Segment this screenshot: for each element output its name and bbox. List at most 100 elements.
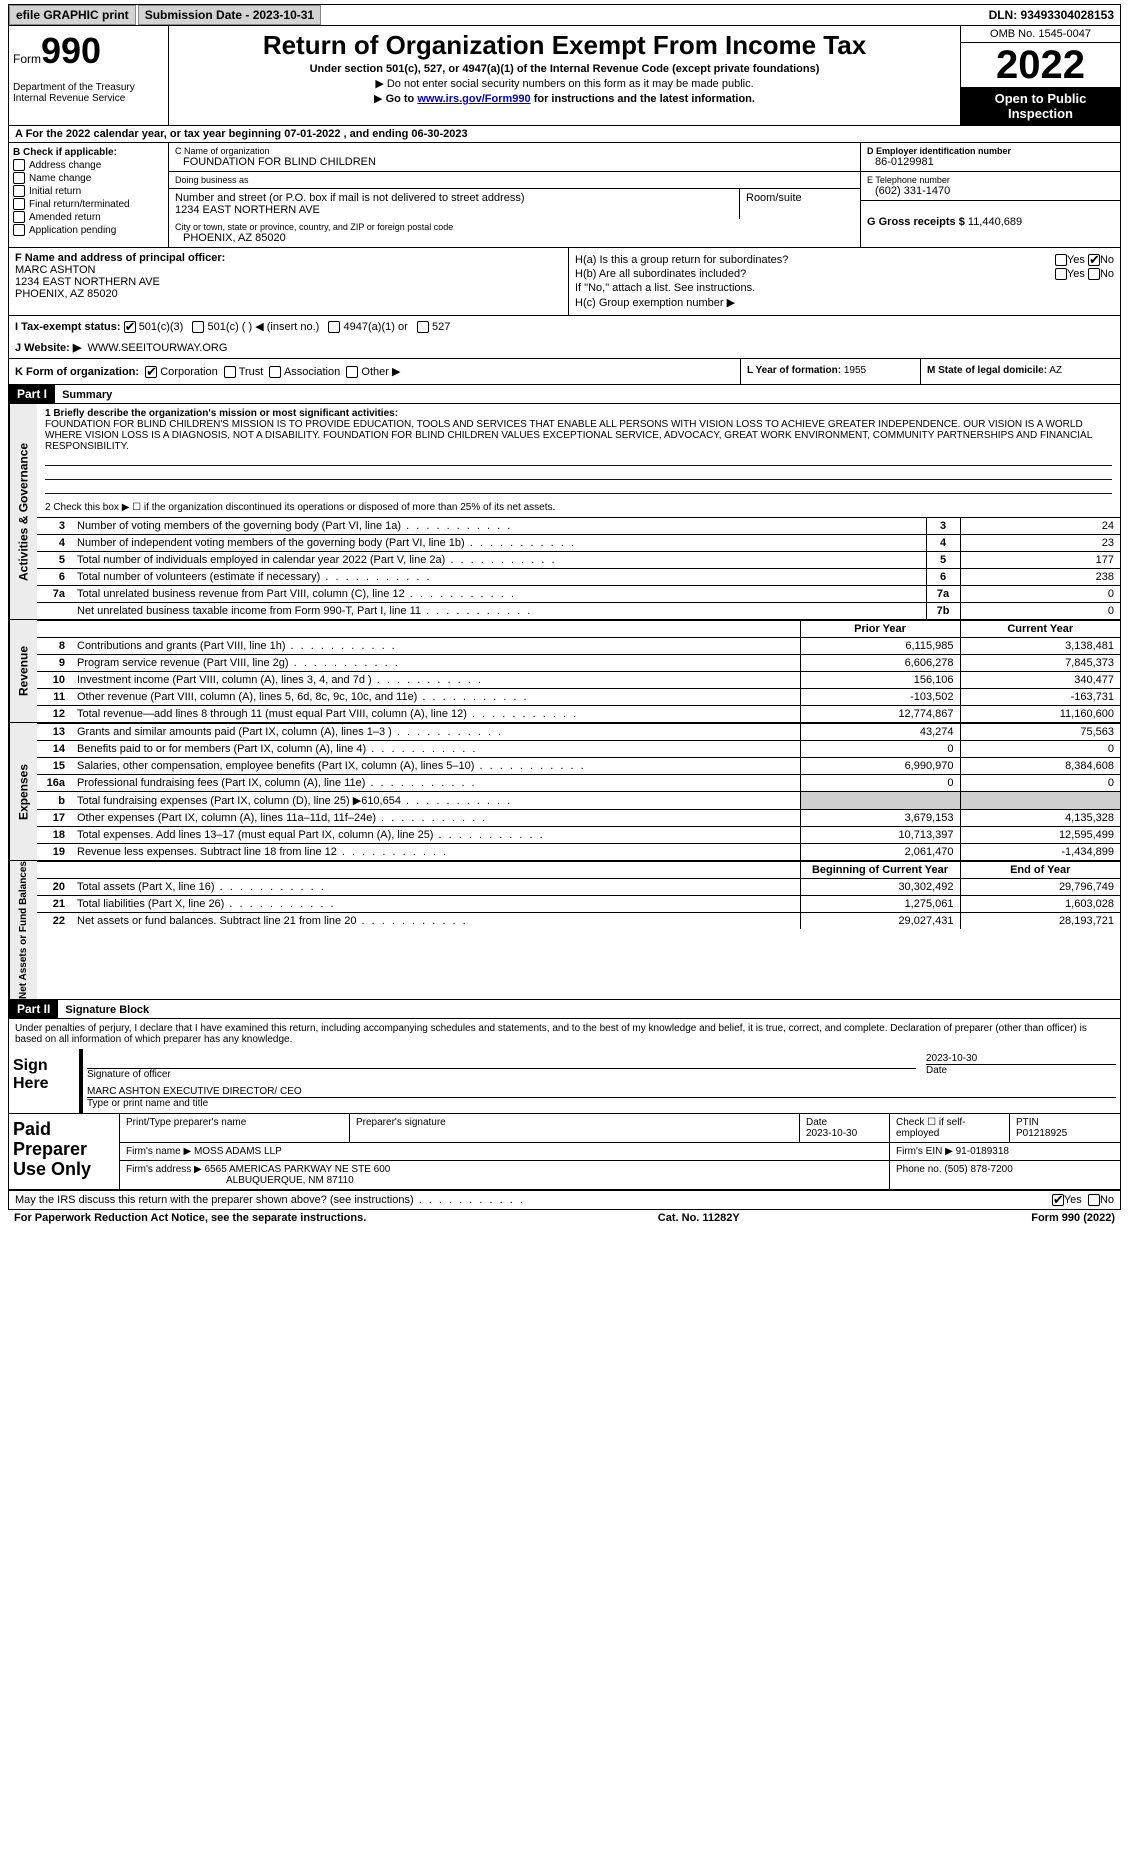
open-public-badge: Open to Public Inspection [961, 87, 1120, 125]
firm-phone: (505) 878-7200 [944, 1164, 1012, 1175]
ha-line: H(a) Is this a group return for subordin… [575, 254, 1114, 266]
discuss-no[interactable] [1088, 1194, 1100, 1206]
declaration-text: Under penalties of perjury, I declare th… [9, 1019, 1120, 1049]
check-name-change[interactable] [13, 172, 25, 184]
street-label: Number and street (or P.O. box if mail i… [175, 192, 733, 204]
check-trust[interactable] [224, 366, 236, 378]
expenses-table: 13Grants and similar amounts paid (Part … [37, 723, 1120, 860]
subtitle-1: Under section 501(c), 527, or 4947(a)(1)… [173, 63, 956, 75]
cat-no: Cat. No. 11282Y [658, 1212, 740, 1224]
check-assoc[interactable] [269, 366, 281, 378]
check-amended[interactable] [13, 211, 25, 223]
form-number: Form990 [13, 30, 164, 72]
form-header: Form990 Department of the Treasury Inter… [8, 26, 1121, 126]
check-other[interactable] [346, 366, 358, 378]
officer-name: MARC ASHTON [15, 264, 562, 276]
check-app-pending[interactable] [13, 224, 25, 236]
tel-value: (602) 331-1470 [867, 185, 1114, 197]
room-label: Room/suite [746, 192, 854, 204]
dba-label: Doing business as [175, 175, 854, 185]
section-bcd: B Check if applicable: Address change Na… [8, 143, 1121, 248]
ha-no[interactable] [1088, 254, 1100, 266]
side-revenue: Revenue [9, 620, 37, 722]
net-assets-block: Net Assets or Fund Balances Beginning of… [8, 861, 1121, 1000]
check-corp[interactable] [145, 366, 157, 378]
signature-block: Under penalties of perjury, I declare th… [8, 1019, 1121, 1190]
line1-label: 1 Briefly describe the organization's mi… [45, 408, 1112, 419]
discuss-yes[interactable] [1052, 1194, 1064, 1206]
subtitle-2: Do not enter social security numbers on … [173, 77, 956, 90]
activities-governance-block: Activities & Governance 1 Briefly descri… [8, 404, 1121, 620]
hb-line: H(b) Are all subordinates included? Yes … [575, 268, 1114, 280]
revenue-block: Revenue Prior YearCurrent Year8Contribut… [8, 620, 1121, 723]
hb-no[interactable] [1088, 268, 1100, 280]
officer-addr1: 1234 EAST NORTHERN AVE [15, 276, 562, 288]
prep-date: 2023-10-30 [806, 1128, 857, 1139]
section-fh: F Name and address of principal officer:… [8, 248, 1121, 316]
side-net-assets: Net Assets or Fund Balances [9, 861, 37, 999]
firm-addr1: 6565 AMERICAS PARKWAY NE STE 600 [205, 1164, 391, 1175]
row-a-period: A For the 2022 calendar year, or tax yea… [8, 126, 1121, 143]
check-501c3[interactable] [124, 321, 136, 333]
governance-table: 3Number of voting members of the governi… [37, 517, 1120, 619]
org-name: FOUNDATION FOR BLIND CHILDREN [175, 156, 854, 168]
prep-name-label: Print/Type preparer's name [120, 1114, 350, 1142]
omb-number: OMB No. 1545-0047 [961, 26, 1120, 43]
state-domicile: AZ [1049, 365, 1062, 376]
ein-label: D Employer identification number [867, 146, 1114, 156]
check-initial-return[interactable] [13, 185, 25, 197]
c-name-label: C Name of organization [175, 146, 854, 156]
subtitle-3: Go to www.irs.gov/Form990 for instructio… [173, 92, 956, 105]
ha-yes[interactable] [1055, 254, 1067, 266]
pra-notice: For Paperwork Reduction Act Notice, see … [14, 1212, 366, 1224]
dept-label: Department of the Treasury Internal Reve… [13, 82, 164, 104]
date-label: Date [926, 1065, 1116, 1076]
ptin-value: P01218925 [1016, 1128, 1067, 1139]
city-value: PHOENIX, AZ 85020 [175, 232, 854, 244]
form-ref: Form 990 (2022) [1031, 1212, 1115, 1224]
line2-text: 2 Check this box ▶ ☐ if the organization… [45, 502, 1112, 513]
check-4947[interactable] [328, 321, 340, 333]
irs-link[interactable]: www.irs.gov/Form990 [417, 93, 530, 105]
hc-line: H(c) Group exemption number ▶ [575, 296, 1114, 309]
self-emp-check: Check ☐ if self-employed [890, 1114, 1010, 1142]
b-title: B Check if applicable: [13, 147, 164, 158]
part1-header: Part I [9, 385, 55, 403]
row-j: J Website: ▶ WWW.SEEITOURWAY.ORG [8, 337, 1121, 359]
side-expenses: Expenses [9, 723, 37, 860]
part2-header: Part II [9, 1000, 58, 1018]
efile-print-button[interactable]: efile GRAPHIC print [9, 5, 136, 25]
part1-title: Summary [58, 387, 116, 403]
website-value: WWW.SEEITOURWAY.ORG [87, 342, 227, 354]
hb-yes[interactable] [1055, 268, 1067, 280]
check-527[interactable] [417, 321, 429, 333]
ein-value: 86-0129981 [867, 156, 1114, 168]
submission-date-button[interactable]: Submission Date - 2023-10-31 [138, 5, 321, 25]
expenses-block: Expenses 13Grants and similar amounts pa… [8, 723, 1121, 861]
check-final-return[interactable] [13, 198, 25, 210]
row-klm: K Form of organization: Corporation Trus… [8, 359, 1121, 385]
sig-officer-label: Signature of officer [87, 1069, 916, 1080]
tel-label: E Telephone number [867, 175, 1114, 185]
firm-name: MOSS ADAMS LLP [194, 1146, 282, 1157]
tax-year: 2022 [961, 43, 1120, 87]
check-501c[interactable] [192, 321, 204, 333]
city-label: City or town, state or province, country… [175, 222, 854, 232]
year-formation: 1955 [844, 365, 866, 376]
street-value: 1234 EAST NORTHERN AVE [175, 204, 733, 216]
hb-note: If "No," attach a list. See instructions… [575, 282, 1114, 294]
prep-sig-label: Preparer's signature [350, 1114, 800, 1142]
net-assets-table: Beginning of Current YearEnd of Year20To… [37, 861, 1120, 929]
discuss-row: May the IRS discuss this return with the… [8, 1190, 1121, 1210]
revenue-table: Prior YearCurrent Year8Contributions and… [37, 620, 1120, 722]
footer: For Paperwork Reduction Act Notice, see … [8, 1210, 1121, 1226]
part2-title: Signature Block [61, 1002, 153, 1018]
check-address-change[interactable] [13, 159, 25, 171]
firm-ein: 91-0189318 [956, 1146, 1009, 1157]
sign-here-label: Sign Here [9, 1049, 79, 1113]
firm-addr2: ALBUQUERQUE, NM 87110 [126, 1175, 354, 1186]
form-title: Return of Organization Exempt From Incom… [173, 30, 956, 61]
side-activities: Activities & Governance [9, 404, 37, 619]
paid-preparer-label: Paid Preparer Use Only [9, 1114, 119, 1189]
officer-addr2: PHOENIX, AZ 85020 [15, 288, 562, 300]
